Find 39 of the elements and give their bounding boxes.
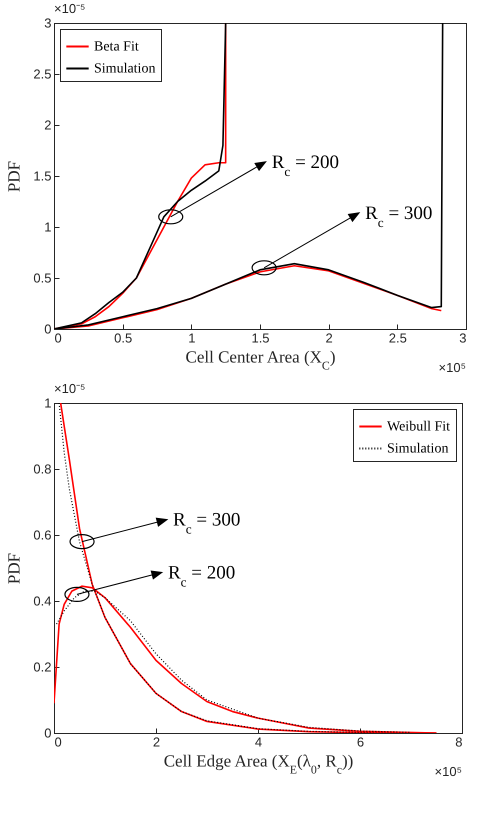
annotation: R$_{c}$ = 200 xyxy=(168,562,236,589)
legend-label: Simulation xyxy=(387,442,448,456)
x-tick-label: 3 xyxy=(459,330,466,346)
x-tick-label: 0 xyxy=(54,734,62,750)
x-tick-label: 2 xyxy=(326,330,333,346)
x-tick-label: 6 xyxy=(356,734,364,750)
x-tick-label: 2.5 xyxy=(388,330,407,346)
legend-label: Beta Fit xyxy=(94,40,139,54)
y-tick-label: 3 xyxy=(44,16,52,30)
y-tick-label: 1.5 xyxy=(33,168,52,184)
annotation: R$_{c}$ = 200 xyxy=(272,152,340,178)
text: ×10⁻⁵ xyxy=(54,1,86,16)
y-tick-label: 0.2 xyxy=(33,660,52,674)
y-axis-title: PDF xyxy=(4,160,24,192)
legend-label: Simulation xyxy=(94,62,156,76)
y-tick-label: 0.8 xyxy=(33,462,52,476)
text: ×10⁵ xyxy=(434,764,462,779)
y-axis-title: PDF xyxy=(4,552,24,584)
y-tick-label: 0.6 xyxy=(33,528,52,542)
y-tick-label: 1 xyxy=(44,220,52,234)
legend-label: Weibull Fit xyxy=(387,420,450,434)
annotation: R$_{c}$ = 300 xyxy=(173,510,240,536)
x-tick-label: 2 xyxy=(152,734,160,750)
x-tick-label: 0 xyxy=(54,330,62,346)
x-tick-label: 0.5 xyxy=(114,330,132,346)
x-axis-title: Cell Edge Area (X$_{E}$(λ$_{0}$, R$_{c}$)) xyxy=(164,752,354,776)
y-tick-label: 1 xyxy=(44,396,52,410)
x-tick-label: 1.5 xyxy=(251,330,270,346)
x-tick-label: 1 xyxy=(188,330,196,346)
y-tick-label: 2 xyxy=(44,118,52,132)
x-tick-label: 4 xyxy=(254,734,262,750)
text: ×10⁵ xyxy=(438,360,466,375)
y-tick-label: 2.5 xyxy=(33,66,52,82)
y-tick-label: 0.5 xyxy=(33,270,52,286)
text: ×10⁻⁵ xyxy=(54,381,86,396)
y-tick-label: 0.4 xyxy=(33,594,52,608)
x-axis-title: Cell Center Area (X$_{C}$) xyxy=(185,348,336,372)
annotation: R$_{c}$ = 300 xyxy=(365,202,432,230)
x-tick-label: 8 xyxy=(455,734,462,750)
